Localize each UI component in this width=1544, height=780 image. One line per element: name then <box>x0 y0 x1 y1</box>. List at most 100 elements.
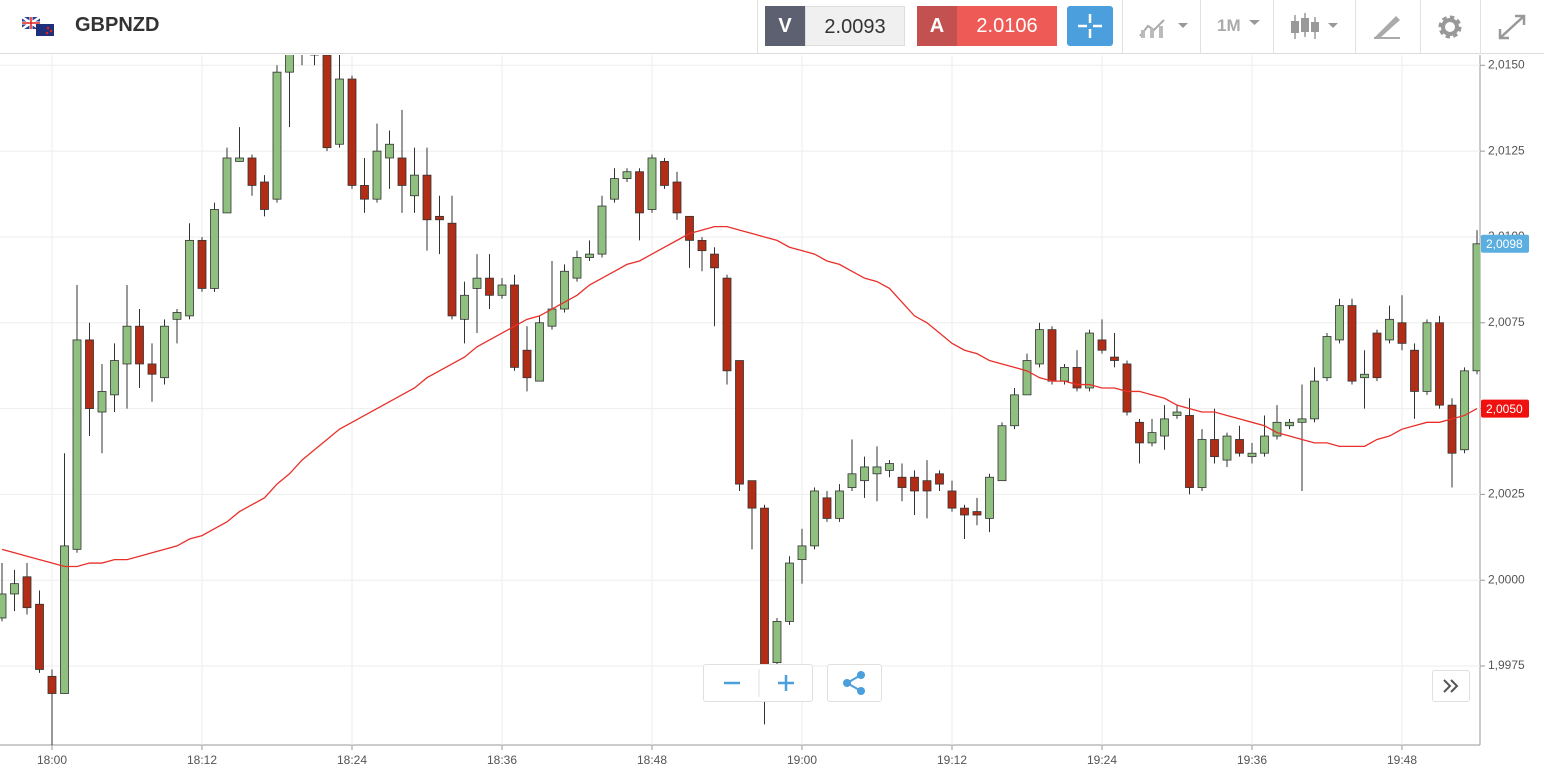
x-tick-label: 18:48 <box>637 753 667 767</box>
candle-body <box>772 621 782 664</box>
candle-body <box>960 507 969 516</box>
candle-body <box>647 157 657 210</box>
candle-body <box>1310 380 1319 420</box>
timeframe[interactable]: 1M <box>1217 16 1241 35</box>
candle-body <box>122 325 132 365</box>
zoom-controls <box>703 664 813 702</box>
candle-body <box>847 473 857 488</box>
candle-body <box>472 277 482 289</box>
separator <box>1122 0 1123 54</box>
candle-body <box>385 143 394 159</box>
candle-body <box>1260 435 1269 454</box>
share-button[interactable] <box>827 664 882 702</box>
candle-body <box>1447 404 1457 454</box>
candle-body <box>1422 322 1432 392</box>
candle-body <box>1247 452 1257 458</box>
candle-body <box>660 161 669 186</box>
candle-body <box>710 253 719 269</box>
candle-body <box>335 78 344 145</box>
candle-body <box>372 150 382 200</box>
candle-body <box>1185 415 1194 488</box>
y-tick-label: 2,0000 <box>1488 572 1525 586</box>
candle-body <box>147 363 157 375</box>
price-tag <box>1481 234 1529 253</box>
candle-body <box>947 490 957 509</box>
ask-price[interactable]: 2.0106 <box>957 6 1057 46</box>
toolbar: GBPNZD V 2.0093 A 2.0106 1M <box>0 0 1544 54</box>
fullscreen-button[interactable] <box>1497 13 1527 41</box>
candle-body <box>585 253 594 258</box>
axis-labels: 1,99752,00002,00252,00502,00752,01002,01… <box>37 57 1529 767</box>
candle-body <box>447 222 457 317</box>
candle-body <box>210 209 219 289</box>
candle-body <box>1172 411 1182 416</box>
candle-body <box>1410 349 1419 392</box>
candle-body <box>0 593 7 619</box>
candle-body <box>1197 439 1207 488</box>
candle-body <box>485 277 494 296</box>
zoom-in[interactable] <box>778 675 794 691</box>
candle-body <box>935 473 944 485</box>
chart-type-button[interactable] <box>1138 14 1192 40</box>
candle-body <box>635 171 644 214</box>
candle-body <box>747 480 757 509</box>
timeframe-caret[interactable] <box>1248 18 1262 28</box>
candle-body <box>172 312 182 320</box>
candle-body <box>1022 360 1032 396</box>
candle-body <box>97 391 107 413</box>
candle-body <box>185 239 194 317</box>
moving-average <box>1 225 1478 568</box>
candle-body <box>735 360 744 485</box>
ask-label[interactable]: A <box>917 6 957 46</box>
plot <box>0 55 1480 745</box>
share-icon <box>843 671 865 695</box>
candle-body <box>1085 332 1094 389</box>
candle-body <box>835 490 844 519</box>
candle-body <box>35 603 44 670</box>
candle-body <box>560 270 569 310</box>
candle-body <box>497 284 507 296</box>
candle-body <box>10 583 19 595</box>
candle-body <box>810 490 819 547</box>
candle-body <box>260 181 269 210</box>
candle-body <box>535 322 544 382</box>
candle-body <box>235 157 244 162</box>
candle-body <box>397 157 407 186</box>
candle-body <box>697 239 707 252</box>
candle-body <box>1397 322 1407 344</box>
bid-price[interactable]: 2.0093 <box>805 6 905 46</box>
candle-body <box>160 325 169 379</box>
y-tick-label: 1,9975 <box>1488 658 1525 672</box>
scroll-right-button[interactable] <box>1432 670 1470 702</box>
candle-body <box>785 562 794 622</box>
separator <box>1355 0 1356 54</box>
y-tick-label: 2,0025 <box>1488 487 1525 501</box>
scroll-icon <box>1443 679 1459 693</box>
candle-body <box>760 507 769 667</box>
candle-body <box>1097 339 1107 351</box>
separator <box>757 0 758 54</box>
candle-body <box>322 55 332 149</box>
draw-button[interactable] <box>1372 14 1402 40</box>
candle-body <box>685 215 694 241</box>
candle-body <box>872 466 882 475</box>
bid-label[interactable]: V <box>765 6 805 46</box>
y-tick-label: 2,0125 <box>1488 143 1525 157</box>
candle-body <box>135 325 144 365</box>
candles-button[interactable] <box>1290 12 1346 42</box>
candle-body <box>1135 421 1144 444</box>
candle-body <box>1372 332 1382 379</box>
candle-body <box>1072 366 1082 389</box>
price-tag-label: 2,0050 <box>1486 402 1523 416</box>
candle-body <box>1047 329 1057 382</box>
y-tick-label: 2,0075 <box>1488 315 1525 329</box>
candle-body <box>610 178 619 200</box>
x-tick-label: 19:24 <box>1087 753 1117 767</box>
separator <box>1420 0 1421 54</box>
candle-body <box>1147 432 1157 444</box>
flag-icon <box>22 17 54 36</box>
candle-body <box>1060 366 1069 382</box>
candle-body <box>1210 439 1219 458</box>
settings-button[interactable] <box>1436 13 1464 41</box>
crosshair-button[interactable] <box>1067 6 1113 46</box>
